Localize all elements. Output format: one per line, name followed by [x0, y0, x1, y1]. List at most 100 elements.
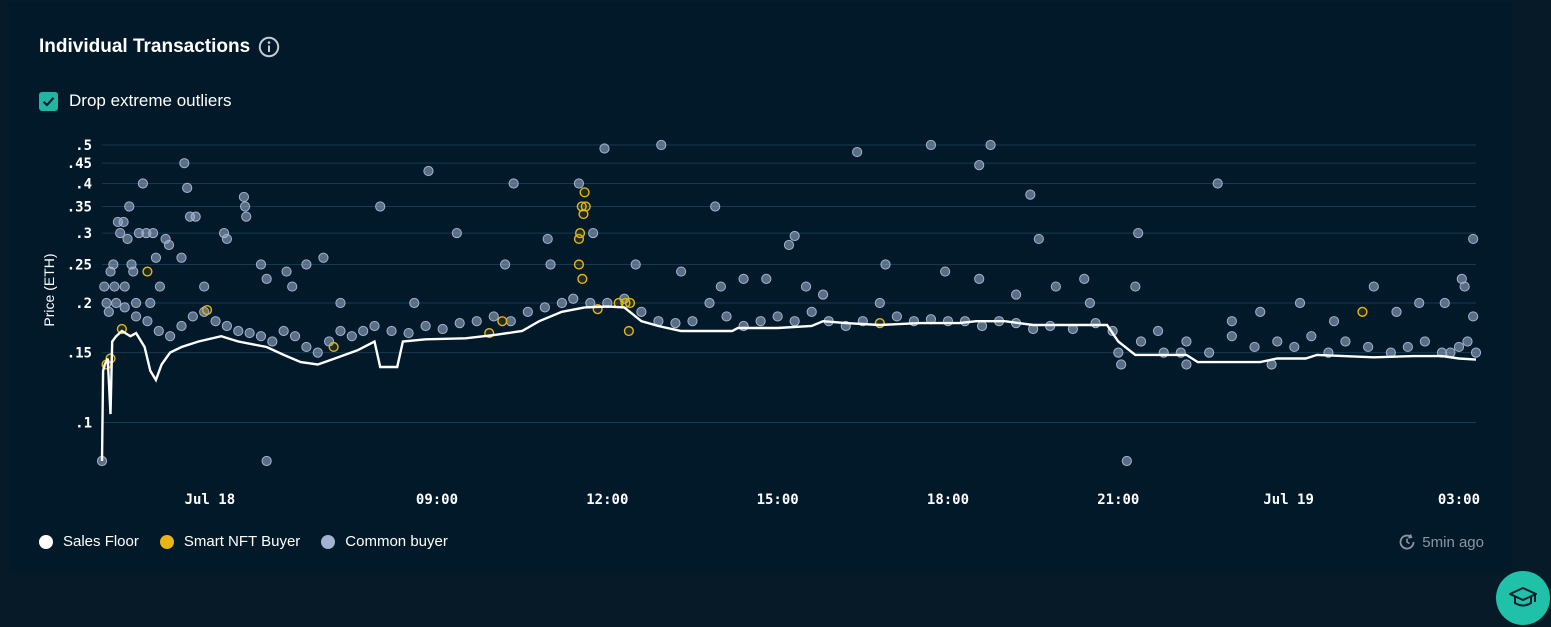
x-tick-label: 15:00: [757, 492, 799, 508]
common-buyer-point: [221, 233, 233, 245]
legend-item-smart-nft-buyer[interactable]: Smart NFT Buyer: [159, 533, 300, 550]
common-buyer-point: [1152, 325, 1164, 337]
common-buyer-point: [255, 331, 267, 342]
last-updated: 5min ago: [1398, 533, 1484, 551]
common-buyer-point: [289, 331, 301, 342]
legend-label: Common buyer: [345, 533, 448, 550]
common-buyer-point: [1340, 336, 1351, 347]
smart-buyer-point: [201, 304, 213, 316]
common-buyer-point: [1468, 233, 1479, 245]
common-buyer-point: [154, 281, 166, 292]
legend: Sales Floor Smart NFT Buyer Common buyer: [39, 533, 448, 550]
common-buyer-point: [1402, 341, 1413, 353]
transactions-card: Individual Transactions Drop extreme out…: [9, 2, 1512, 573]
common-buyer-point: [721, 311, 732, 322]
common-buyer-point: [137, 178, 148, 189]
common-buyer-point: [403, 327, 414, 339]
legend-item-common-buyer[interactable]: Common buyer: [321, 533, 448, 550]
common-buyer-point: [783, 239, 795, 251]
common-buyer-point: [1204, 347, 1215, 358]
common-buyer-point: [656, 139, 667, 151]
common-buyer-point: [1011, 289, 1022, 300]
common-buyer-point: [261, 455, 272, 467]
outlier-filter: Drop extreme outliers: [39, 91, 232, 111]
common-buyer-point: [573, 178, 585, 189]
common-buyer-point: [130, 311, 142, 322]
y-tick-label: .25: [67, 258, 92, 274]
smart-buyer-point: [1357, 306, 1368, 317]
common-buyer-point: [221, 320, 233, 332]
x-tick-label: 21:00: [1097, 492, 1139, 508]
smart-buyer-point: [580, 201, 591, 212]
common-buyer-point: [454, 317, 465, 329]
common-buyer-point: [761, 273, 772, 285]
common-buyer-point: [715, 281, 726, 292]
header: Individual Transactions: [39, 36, 280, 58]
common-buyer-point: [176, 320, 187, 332]
common-buyer-point: [241, 211, 252, 222]
drop-outliers-label: Drop extreme outliers: [69, 91, 232, 110]
common-buyer-point: [130, 297, 142, 309]
smart-buyer-point: [142, 266, 153, 277]
common-buyer-point: [287, 281, 298, 292]
common-buyer-point: [1255, 306, 1266, 317]
common-buyer-point: [163, 239, 175, 251]
smart-buyer-point: [328, 341, 339, 353]
common-buyer-point: [940, 266, 951, 277]
common-buyer-point: [369, 320, 380, 332]
common-buyer-point: [301, 259, 312, 270]
common-buyer-point: [423, 165, 434, 177]
common-buyer-point: [588, 227, 599, 239]
common-buyer-point: [108, 259, 119, 270]
common-buyer-point: [358, 325, 369, 337]
common-buyer-point: [985, 139, 996, 151]
common-buyer-point: [670, 317, 681, 329]
common-buyer-point: [1181, 359, 1192, 370]
common-buyer-point: [539, 302, 550, 313]
common-buyer-point: [119, 302, 130, 313]
sales-floor-line: [100, 305, 1477, 462]
common-buyer-point: [1414, 297, 1425, 309]
smart-buyer-points: [101, 187, 1368, 370]
common-buyer-point: [1033, 233, 1044, 245]
common-buyer-point: [111, 297, 122, 309]
smart-buyer-point: [623, 325, 634, 337]
drop-outliers-checkbox[interactable]: [39, 91, 58, 111]
common-buyer-point: [789, 230, 800, 242]
common-buyer-point: [755, 316, 766, 327]
info-icon[interactable]: [258, 36, 280, 58]
common-buyer-point: [738, 273, 749, 285]
common-buyer-point: [1459, 281, 1470, 292]
common-buyer-point: [1363, 341, 1374, 353]
refresh-clock-icon: [1399, 534, 1415, 550]
legend-item-sales-floor[interactable]: Sales Floor: [39, 533, 139, 550]
common-buyer-point: [852, 146, 863, 158]
common-buyer-point: [568, 293, 579, 304]
common-buyer-point: [1050, 281, 1061, 292]
common-buyer-point: [1289, 341, 1300, 353]
common-buyer-point: [1079, 273, 1090, 285]
common-buyer-point: [789, 316, 800, 327]
common-buyer-point: [1368, 281, 1379, 292]
common-buyer-point: [142, 316, 153, 327]
learn-button[interactable]: [1496, 571, 1550, 625]
common-buyer-point: [255, 259, 267, 270]
common-buyer-point: [312, 347, 323, 358]
common-buyer-point: [704, 297, 715, 309]
common-buyer-point: [1470, 347, 1482, 358]
common-buyer-point: [880, 259, 891, 270]
common-buyer-point: [409, 297, 420, 309]
common-buyer-point: [874, 297, 885, 309]
common-buyer-point: [891, 311, 902, 322]
common-buyer-point: [109, 281, 120, 292]
legend-dot: [159, 534, 174, 549]
common-buyer-point: [522, 306, 533, 317]
common-buyer-point: [238, 191, 250, 203]
y-tick-label: .2: [75, 296, 92, 312]
common-buyer-point: [119, 281, 130, 292]
y-tick-label: .5: [75, 138, 92, 154]
legend-label: Sales Floor: [63, 533, 139, 550]
common-buyer-point: [150, 252, 162, 263]
common-buyer-point: [542, 233, 553, 245]
